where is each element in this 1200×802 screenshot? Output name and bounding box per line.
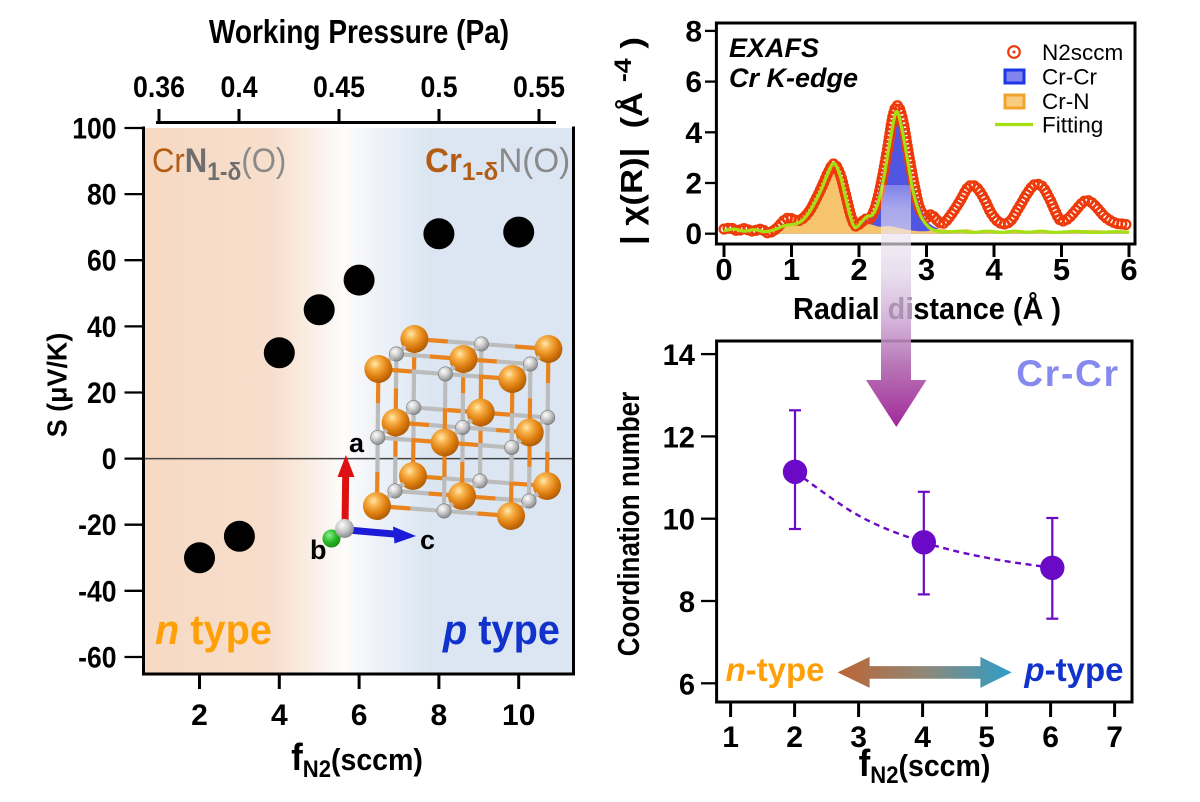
- svg-text:b: b: [310, 535, 327, 565]
- svg-text:EXAFS: EXAFS: [729, 33, 819, 63]
- svg-text:S (μV/K): S (μV/K): [41, 333, 73, 438]
- svg-text:-40: -40: [78, 575, 116, 609]
- svg-text:Coordination number: Coordination number: [612, 392, 647, 657]
- svg-text:p-type: p-type: [1023, 651, 1123, 688]
- svg-text:5: 5: [1053, 252, 1070, 287]
- svg-text:4: 4: [685, 117, 702, 150]
- svg-text:2: 2: [850, 252, 867, 287]
- svg-text:Cr-N: Cr-N: [1042, 89, 1089, 114]
- svg-text:N2sccm: N2sccm: [1042, 40, 1123, 65]
- svg-text:20: 20: [87, 377, 117, 411]
- svg-text:0: 0: [102, 443, 117, 477]
- svg-text:4: 4: [985, 252, 1003, 287]
- svg-text:5: 5: [978, 721, 995, 754]
- svg-text:n-type: n-type: [725, 651, 824, 688]
- svg-text:80: 80: [87, 178, 117, 212]
- svg-text:Cr-Cr: Cr-Cr: [1016, 353, 1120, 394]
- svg-text:| χ(R)| (Å -4 ): | χ(R)| (Å -4 ): [610, 37, 648, 245]
- svg-text:6: 6: [1120, 252, 1137, 287]
- svg-text:a: a: [349, 428, 365, 458]
- svg-text:2: 2: [685, 168, 702, 201]
- svg-text:10: 10: [502, 699, 535, 732]
- svg-text:c: c: [420, 525, 435, 555]
- svg-text:6: 6: [679, 668, 695, 701]
- svg-text:8: 8: [685, 15, 702, 48]
- svg-text:1: 1: [783, 252, 800, 287]
- svg-text:2: 2: [191, 699, 208, 732]
- svg-text:6: 6: [351, 699, 368, 732]
- svg-text:12: 12: [663, 421, 695, 454]
- svg-text:Fitting: Fitting: [1042, 113, 1103, 138]
- svg-text:14: 14: [663, 339, 696, 372]
- svg-text:4: 4: [914, 721, 931, 754]
- svg-text:0.5: 0.5: [420, 71, 457, 105]
- svg-text:Cr-Cr: Cr-Cr: [1042, 65, 1097, 90]
- svg-text:n type: n type: [155, 606, 272, 653]
- svg-text:0.45: 0.45: [313, 71, 365, 105]
- svg-text:0.4: 0.4: [220, 71, 257, 105]
- svg-text:0: 0: [715, 252, 732, 287]
- svg-text:7: 7: [1106, 721, 1123, 754]
- svg-text:8: 8: [431, 699, 448, 732]
- svg-text:10: 10: [663, 503, 695, 536]
- svg-text:6: 6: [685, 66, 702, 99]
- svg-text:Cr K-edge: Cr K-edge: [729, 63, 858, 93]
- svg-text:40: 40: [87, 310, 117, 344]
- svg-text:1: 1: [722, 721, 739, 754]
- svg-text:Radial distance (Å ): Radial distance (Å ): [793, 292, 1061, 326]
- svg-text:-20: -20: [78, 509, 116, 543]
- svg-text:Working Pressure (Pa): Working Pressure (Pa): [209, 14, 509, 51]
- svg-text:fN2(sccm): fN2(sccm): [291, 736, 423, 783]
- svg-text:8: 8: [679, 586, 695, 619]
- svg-text:6: 6: [1042, 721, 1059, 754]
- svg-text:0.55: 0.55: [513, 71, 565, 105]
- svg-text:100: 100: [72, 112, 116, 146]
- svg-text:0.36: 0.36: [133, 71, 185, 105]
- svg-text:p type: p type: [442, 606, 560, 653]
- svg-text:-60: -60: [78, 641, 116, 675]
- svg-text:60: 60: [87, 244, 117, 278]
- svg-text:fN2(sccm): fN2(sccm): [859, 742, 991, 789]
- svg-text:3: 3: [850, 721, 867, 754]
- svg-text:3: 3: [918, 252, 935, 287]
- svg-text:4: 4: [271, 699, 288, 732]
- svg-text:Cr1-δN(O): Cr1-δN(O): [425, 143, 570, 186]
- svg-text:0: 0: [685, 218, 702, 251]
- svg-text:2: 2: [786, 721, 803, 754]
